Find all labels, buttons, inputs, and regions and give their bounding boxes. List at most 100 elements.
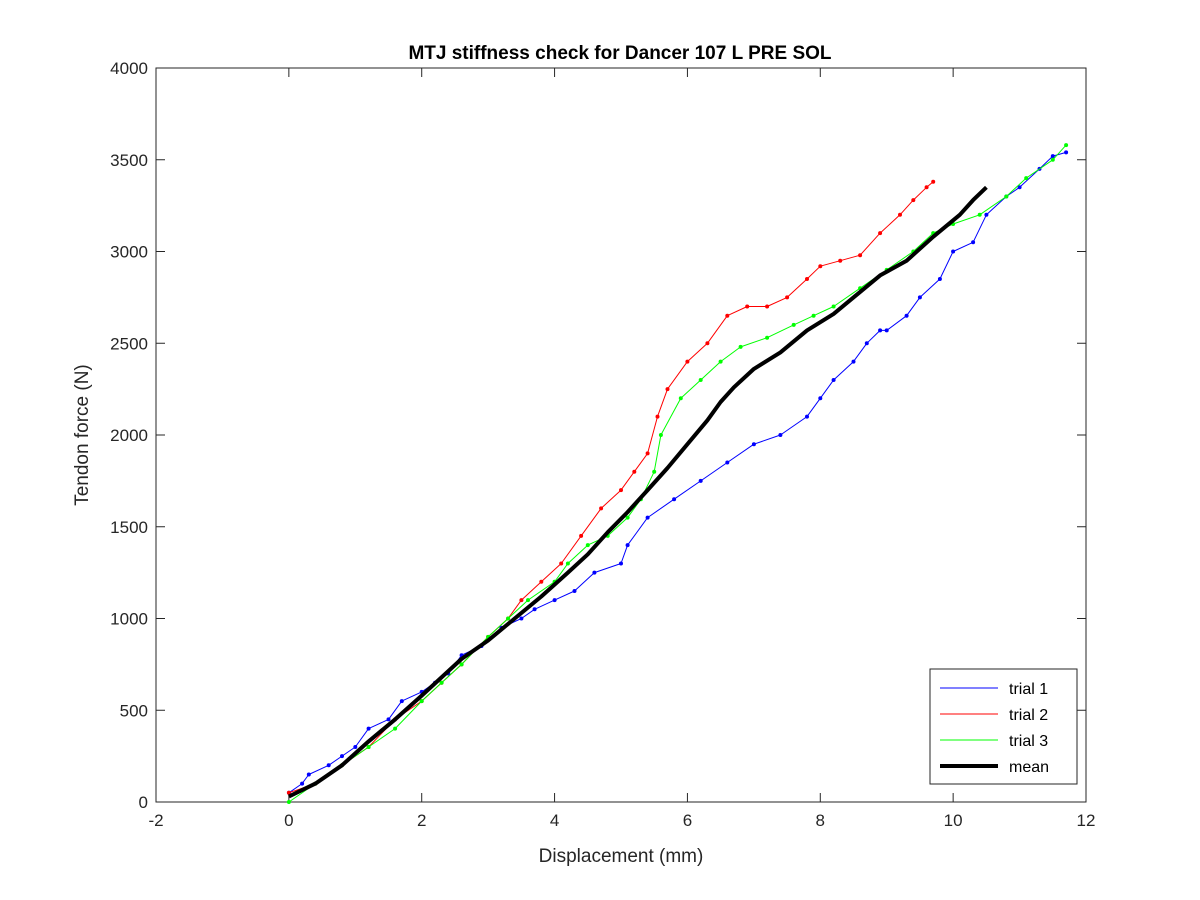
y-axis-label: Tendon force (N) [72, 364, 93, 506]
data-point-trial-1 [300, 781, 305, 786]
data-point-trial-1 [778, 433, 783, 437]
series-line-mean [288, 185, 988, 799]
data-point-trial-1 [645, 515, 650, 520]
x-tick-label: 4 [550, 811, 559, 830]
data-point-trial-2 [655, 414, 660, 419]
chart-title: MTJ stiffness check for Dancer 107 L PRE… [408, 43, 831, 64]
data-point-trial-2 [931, 179, 936, 184]
data-point-trial-1 [1017, 185, 1022, 190]
data-point-trial-2 [519, 598, 524, 603]
data-point-trial-1 [306, 772, 311, 777]
data-point-trial-1 [519, 616, 524, 621]
data-point-trial-2 [838, 258, 843, 263]
data-point-trial-1 [326, 763, 331, 768]
data-point-trial-2 [765, 304, 770, 309]
y-tick-label: 3000 [110, 243, 148, 262]
data-point-trial-1 [592, 570, 597, 575]
data-point-trial-3 [1004, 194, 1009, 199]
y-tick-label: 1500 [110, 518, 148, 537]
y-tick-label: 2000 [110, 426, 148, 445]
data-point-trial-2 [685, 359, 690, 364]
y-tick-label: 2500 [110, 334, 148, 353]
data-point-trial-2 [924, 185, 929, 190]
data-point-trial-1 [532, 607, 537, 612]
data-point-trial-3 [678, 396, 683, 401]
x-tick-label: 10 [944, 811, 963, 830]
data-point-trial-1 [340, 754, 344, 759]
data-point-trial-2 [818, 264, 823, 269]
data-point-trial-1 [619, 561, 623, 566]
x-tick-label: -2 [148, 811, 163, 830]
data-point-trial-3 [698, 378, 703, 382]
data-point-trial-2 [599, 506, 604, 511]
legend-entry: trial 1 [1009, 681, 1048, 698]
data-point-trial-3 [658, 433, 663, 437]
data-point-trial-1 [353, 745, 358, 749]
data-point-trial-1 [698, 478, 703, 483]
data-point-trial-1 [851, 359, 856, 364]
data-point-trial-1 [971, 240, 976, 245]
data-point-trial-1 [399, 699, 404, 704]
data-point-trial-3 [565, 561, 570, 566]
y-tick-label: 1000 [110, 610, 148, 629]
data-point-trial-3 [393, 726, 398, 731]
data-point-trial-1 [672, 497, 677, 502]
data-point-trial-3 [286, 800, 291, 804]
data-point-trial-3 [585, 543, 590, 548]
legend-entry: trial 3 [1009, 733, 1048, 750]
data-point-trial-2 [539, 579, 544, 584]
data-point-trial-2 [579, 533, 584, 538]
axis-ticks: -2 0 2 4 6 8 10 1205001000150020002500300035004… [110, 59, 1095, 830]
data-point-trial-3 [977, 212, 982, 217]
y-tick-label: 4000 [110, 59, 148, 78]
data-point-trial-2 [805, 277, 809, 281]
data-point-trial-3 [419, 699, 424, 704]
data-point-trial-2 [705, 341, 710, 346]
x-tick-label: 2 [417, 811, 426, 830]
data-point-trial-3 [459, 662, 464, 667]
data-point-trial-3 [625, 515, 630, 520]
data-point-trial-2 [898, 212, 902, 217]
data-point-trial-2 [785, 295, 790, 300]
x-tick-label: 0 [284, 811, 293, 830]
data-point-trial-3 [439, 680, 444, 685]
data-point-trial-2 [858, 253, 863, 258]
data-point-trial-1 [805, 414, 809, 419]
data-point-trial-2 [619, 488, 623, 493]
x-tick-label: 6 [683, 811, 692, 830]
data-point-trial-3 [1050, 157, 1055, 162]
data-point-trial-2 [878, 231, 883, 236]
legend: trial 1 trial 2 trial 3 mean [929, 668, 1078, 785]
data-point-trial-1 [951, 249, 956, 254]
data-point-trial-1 [937, 277, 942, 281]
data-point-trial-2 [911, 198, 916, 203]
series-line-trial-1 [288, 151, 1067, 794]
plot-series [286, 143, 1069, 804]
data-point-trial-3 [1024, 176, 1029, 181]
data-point-trial-3 [652, 469, 657, 474]
data-point-trial-1 [984, 212, 989, 217]
data-point-trial-2 [665, 387, 670, 392]
data-point-trial-3 [831, 304, 836, 309]
y-tick-label: 500 [120, 701, 148, 720]
data-point-trial-2 [725, 313, 730, 318]
x-tick-label: 12 [1077, 811, 1096, 830]
data-point-trial-1 [904, 313, 909, 318]
data-point-trial-2 [559, 561, 564, 566]
data-point-trial-1 [1064, 150, 1069, 155]
data-point-trial-1 [818, 396, 823, 401]
x-tick-label: 8 [816, 811, 825, 830]
data-point-trial-1 [552, 598, 557, 603]
legend-entry: mean [1009, 759, 1049, 776]
data-point-trial-3 [811, 313, 816, 318]
data-point-trial-1 [884, 328, 889, 333]
data-point-trial-1 [1050, 154, 1055, 159]
data-point-trial-2 [645, 451, 650, 456]
data-point-trial-1 [831, 378, 836, 382]
data-point-trial-1 [366, 726, 371, 731]
data-point-trial-3 [738, 344, 743, 349]
data-point-trial-3 [718, 359, 723, 364]
data-point-trial-3 [526, 598, 530, 603]
data-point-trial-3 [765, 335, 770, 340]
